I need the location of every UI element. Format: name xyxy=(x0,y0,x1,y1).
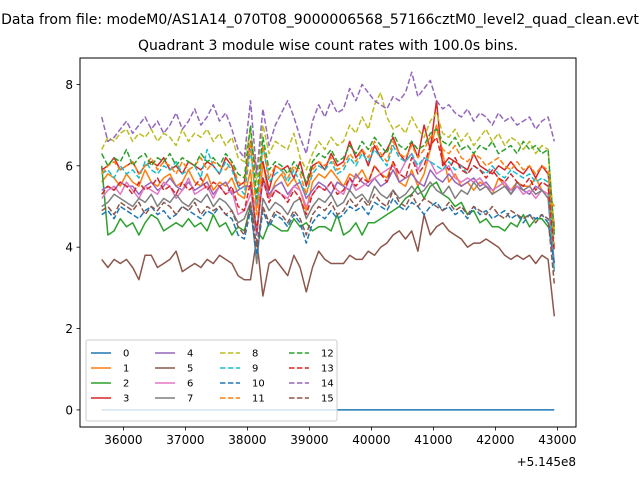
series-line-7 xyxy=(101,181,556,272)
series-line-12 xyxy=(101,124,556,236)
y-tick-label: 4 xyxy=(65,241,73,255)
legend-label-15: 15 xyxy=(321,394,334,405)
legend-label-10: 10 xyxy=(252,379,265,390)
series-line-2 xyxy=(100,165,555,240)
legend-label-7: 7 xyxy=(187,394,193,405)
legend-label-14: 14 xyxy=(321,379,334,390)
series-line-10 xyxy=(101,197,556,264)
series-line-15 xyxy=(101,189,556,284)
series-layer xyxy=(100,71,556,411)
series-line-4 xyxy=(101,169,556,264)
series-line-14 xyxy=(100,71,556,175)
suptitle: Data from file: modeM0/AS1A14_070T08_900… xyxy=(1,12,639,28)
series-line-13 xyxy=(101,136,556,252)
series-line-6 xyxy=(101,152,556,223)
x-offset-label: +5.145e8 xyxy=(517,455,576,469)
legend-label-1: 1 xyxy=(123,364,129,375)
series-line-8 xyxy=(101,91,556,231)
legend-label-2: 2 xyxy=(123,379,129,390)
legend-label-3: 3 xyxy=(123,394,129,405)
x-tick-label: 37000 xyxy=(166,433,204,447)
legend-label-4: 4 xyxy=(187,349,193,360)
legend-label-8: 8 xyxy=(252,349,258,360)
legend-label-6: 6 xyxy=(187,379,193,390)
legend-frame xyxy=(85,339,338,422)
y-tick-label: 0 xyxy=(65,403,73,417)
axis-ticks: 36000 37000 38000 39000 40000 41000 42000 43000… xyxy=(65,78,576,447)
series-line-3 xyxy=(101,99,556,227)
legend-label-0: 0 xyxy=(123,349,129,360)
x-tick-label: 36000 xyxy=(104,433,142,447)
chart-title: Quadrant 3 module wise count rates with … xyxy=(138,38,518,54)
x-tick-label: 41000 xyxy=(414,433,452,447)
series-line-1 xyxy=(101,124,555,236)
x-tick-label: 42000 xyxy=(476,433,514,447)
x-tick-label: 43000 xyxy=(538,433,576,447)
legend-label-12: 12 xyxy=(321,349,334,360)
y-tick-label: 6 xyxy=(65,159,73,173)
x-tick-label: 39000 xyxy=(290,433,328,447)
plot-frame xyxy=(79,57,577,428)
y-tick-label: 2 xyxy=(65,322,73,336)
legend-label-13: 13 xyxy=(321,364,334,375)
legend-label-5: 5 xyxy=(187,364,193,375)
legend-label-9: 9 xyxy=(252,364,258,375)
x-tick-label: 38000 xyxy=(228,433,266,447)
series-line-5 xyxy=(101,213,556,317)
series-line-11 xyxy=(101,128,556,248)
legend-label-11: 11 xyxy=(252,394,265,405)
y-tick-label: 8 xyxy=(65,78,73,92)
x-tick-label: 40000 xyxy=(352,433,390,447)
